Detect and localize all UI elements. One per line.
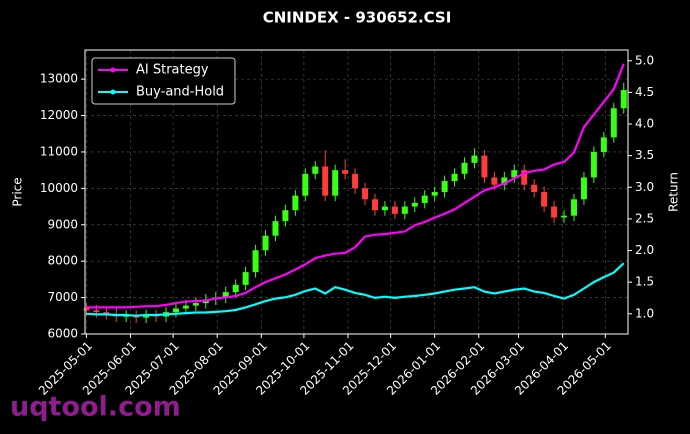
candle-body	[222, 292, 229, 298]
candle-body	[580, 177, 587, 200]
candle-body	[561, 215, 568, 218]
candle-body	[262, 235, 269, 251]
candle-body	[620, 90, 627, 109]
candle-body	[600, 137, 607, 152]
candle-body	[282, 210, 289, 222]
candle-body	[401, 206, 408, 214]
y-axis-label: Price	[11, 177, 25, 206]
candle-body	[471, 155, 478, 163]
candle-body	[421, 195, 428, 203]
y-tick-label: 9000	[47, 217, 78, 231]
candle-body	[451, 173, 458, 182]
candle-body	[123, 315, 130, 317]
candle-body	[491, 177, 498, 185]
y2-tick-label: 3.5	[635, 148, 654, 162]
candle-body	[103, 312, 110, 314]
y2-tick-label: 4.5	[635, 85, 654, 99]
candle-body	[441, 181, 448, 192]
y-tick-label: 6000	[47, 327, 78, 341]
chart-title: CNINDEX - 930652.CSI	[263, 9, 452, 27]
candle-body	[192, 303, 199, 306]
candle-body	[172, 308, 179, 313]
candle-body	[143, 315, 150, 318]
candle-body	[242, 272, 249, 285]
legend-label: AI Strategy	[136, 63, 209, 78]
y2-tick-label: 3.0	[635, 180, 654, 194]
candle-body	[551, 206, 558, 218]
y-tick-label: 13000	[40, 72, 78, 86]
candle-body	[232, 284, 239, 293]
candle-body	[342, 170, 349, 174]
candle-body	[252, 250, 259, 273]
candle-body	[381, 206, 388, 211]
y2-tick-label: 1.5	[635, 275, 654, 289]
candle-body	[541, 192, 548, 207]
candle-body	[570, 199, 577, 216]
candle-body	[461, 162, 468, 174]
candle-body	[481, 155, 488, 178]
legend-marker	[110, 67, 116, 73]
y2-tick-label: 1.0	[635, 306, 654, 320]
y2-tick-label: 4.0	[635, 117, 654, 131]
candle-body	[511, 170, 518, 178]
candle-body	[431, 192, 438, 196]
candle-body	[332, 170, 339, 196]
candle-body	[371, 199, 378, 211]
candle-body	[411, 202, 418, 207]
candle-body	[501, 177, 508, 185]
candle-body	[391, 206, 398, 214]
series-line	[86, 63, 625, 309]
legend-label: Buy-and-Hold	[136, 85, 224, 100]
y2-tick-label: 2.0	[635, 243, 654, 257]
candle-body	[83, 308, 90, 311]
candle-body	[521, 170, 528, 185]
watermark: uqtool.com	[10, 392, 181, 423]
candle-body	[312, 166, 319, 174]
y2-tick-label: 5.0	[635, 53, 654, 67]
series-line	[86, 262, 625, 317]
y-tick-label: 10000	[40, 181, 78, 195]
legend: AI Strategy Buy-and-Hold	[91, 57, 236, 105]
candle-body	[93, 310, 100, 313]
candle-body	[610, 108, 617, 138]
candle-body	[362, 188, 369, 200]
candle-body	[352, 173, 359, 189]
y-tick-label: 7000	[47, 290, 78, 304]
y-tick-label: 8000	[47, 254, 78, 268]
candle-body	[292, 195, 299, 211]
y-tick-label: 11000	[40, 144, 78, 158]
candle-body	[182, 305, 189, 309]
legend-marker	[110, 89, 116, 95]
y2-axis-label: Return	[667, 172, 681, 212]
plot-frame	[84, 49, 629, 335]
candle-body	[531, 184, 538, 192]
candle-body	[272, 221, 279, 236]
candle-body	[322, 166, 329, 196]
y-tick-label: 12000	[40, 108, 78, 122]
candle-body	[590, 151, 597, 178]
candle-body	[302, 173, 309, 196]
y2-tick-label: 2.5	[635, 211, 654, 225]
